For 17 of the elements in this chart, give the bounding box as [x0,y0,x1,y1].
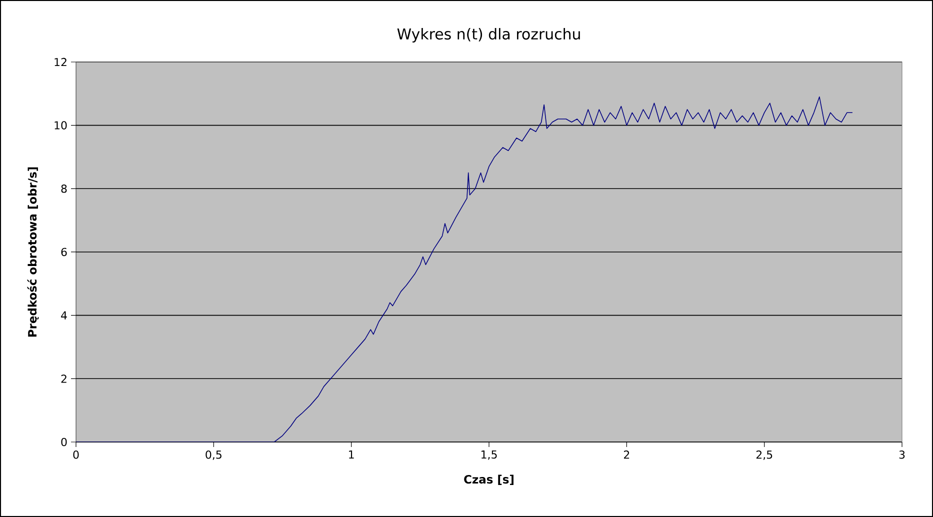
y-tick-label: 8 [61,184,67,193]
x-tick-label: 1 [349,450,354,458]
x-tick-label: 2,5 [756,450,772,460]
y-tick-label: 10 [54,121,67,130]
y-tick-label: 2 [61,374,66,383]
y-tick-label: 6 [61,248,67,256]
y-axis-title: Prędkość obrotowa [obr/s] [27,167,39,337]
y-tick-label: 12 [54,58,66,66]
x-tick-label: 0,5 [206,450,222,460]
x-tick-label: 3 [899,450,905,459]
y-tick-label: 0 [61,438,67,446]
x-tick-label: 2 [624,450,630,459]
y-tick-label: 4 [61,311,67,320]
x-tick-label: 1,5 [481,450,497,460]
chart-title: Wykres n(t) dla rozruchu [397,28,580,42]
x-axis-title: Czas [s] [464,474,514,485]
x-tick-label: 0 [73,450,79,459]
